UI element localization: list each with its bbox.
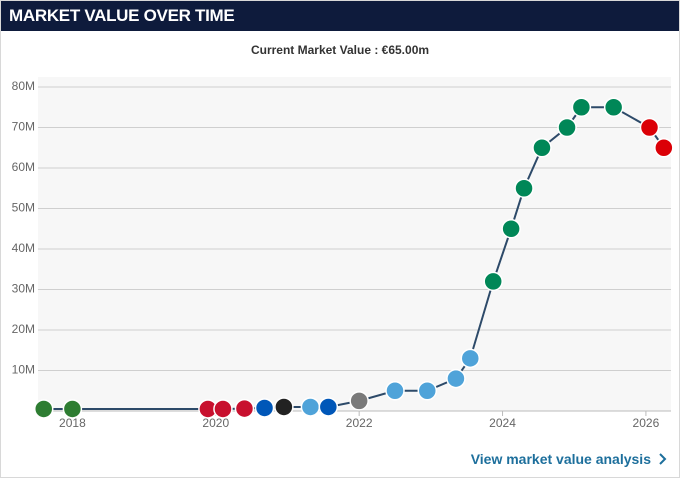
club-marker	[557, 117, 577, 138]
club-marker	[234, 398, 255, 419]
y-tick-label: 70M	[12, 120, 35, 134]
link-text[interactable]: View market value analysis	[470, 451, 651, 467]
club-marker	[33, 399, 54, 419]
y-tick-label: 30M	[12, 282, 35, 296]
club-marker	[300, 397, 321, 417]
club-marker	[639, 117, 660, 138]
club-marker	[213, 399, 233, 419]
analysis-link[interactable]: View market value analysis	[471, 451, 667, 467]
club-marker	[603, 97, 624, 117]
x-tick-label: 2020	[202, 416, 229, 430]
club-marker	[349, 391, 369, 411]
club-marker	[654, 138, 674, 158]
club-marker	[62, 399, 83, 419]
x-tick-label: 2026	[633, 416, 660, 430]
club-marker	[571, 97, 592, 117]
x-tick-label: 2022	[346, 416, 373, 430]
club-marker	[385, 381, 405, 401]
club-marker	[532, 138, 552, 158]
club-marker	[501, 219, 521, 239]
club-marker	[460, 348, 481, 369]
club-marker	[254, 398, 275, 418]
chevron-icon	[659, 453, 667, 465]
chart: Current Market Value : €65.00m 10M 20M 30M…	[12, 43, 674, 430]
y-tick-label: 60M	[12, 160, 35, 174]
club-marker	[514, 178, 534, 198]
x-tick-label: 2024	[489, 416, 516, 430]
club-marker	[483, 271, 503, 292]
club-marker	[446, 368, 466, 389]
chart-subtitle: Current Market Value : €65.00m	[251, 43, 429, 57]
club-marker	[318, 397, 339, 417]
y-tick-label: 50M	[12, 201, 35, 215]
y-tick-label: 40M	[12, 241, 35, 255]
club-marker	[274, 397, 294, 417]
y-tick-label: 10M	[12, 363, 35, 377]
x-tick-label: 2018	[59, 416, 86, 430]
y-tick-label: 20M	[12, 322, 35, 336]
panel-header: MARKET VALUE OVER TIME	[1, 1, 679, 31]
y-tick-label: 80M	[12, 79, 35, 93]
club-marker	[417, 381, 438, 401]
